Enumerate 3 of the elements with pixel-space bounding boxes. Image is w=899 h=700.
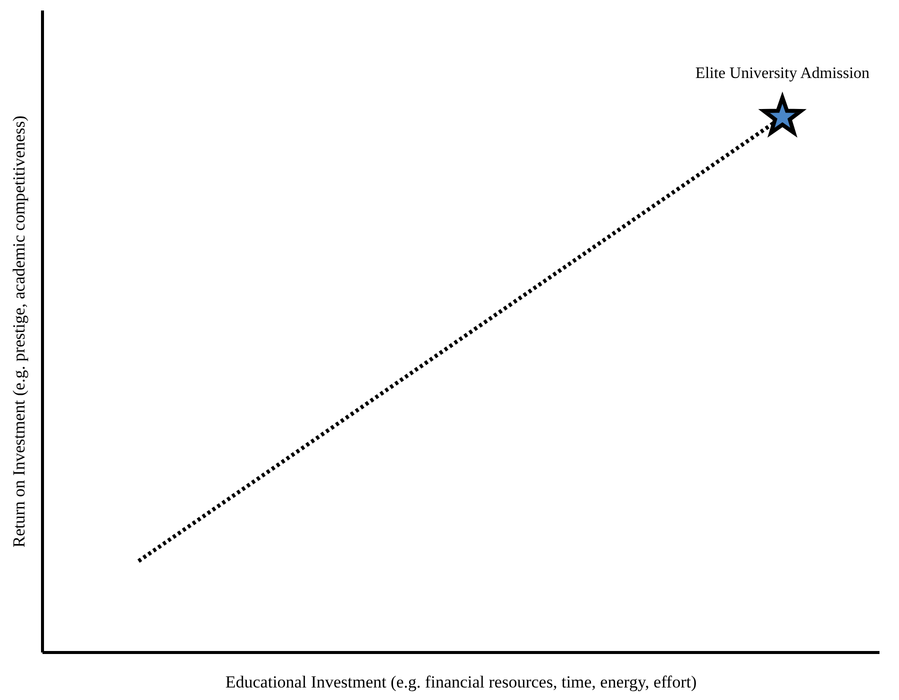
x-axis-title: Educational Investment (e.g. financial resources, time, energy, effort) [225, 672, 697, 692]
text: Elite University Admission [695, 65, 870, 82]
y-axis-title: Return on Investment (e.g. prestige, academic competitiveness) [10, 116, 28, 548]
